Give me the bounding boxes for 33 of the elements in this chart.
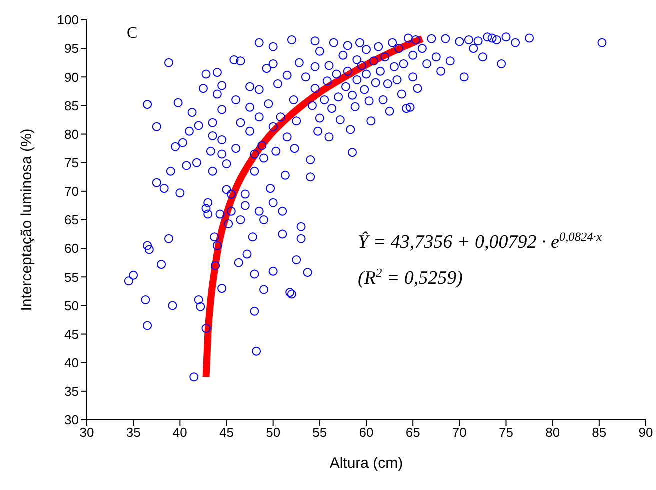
x-axis-title: Altura (cm) xyxy=(330,455,404,472)
x-tick-label: 30 xyxy=(80,425,94,440)
x-tick-label: 50 xyxy=(266,425,281,440)
y-tick-label: 40 xyxy=(64,355,79,370)
x-tick-label: 65 xyxy=(406,425,420,440)
x-tick-label: 60 xyxy=(359,425,374,440)
y-tick-label: 30 xyxy=(64,412,79,428)
y-axis-title: Interceptação luminosa (%) xyxy=(18,128,36,312)
y-tick-label: 70 xyxy=(64,184,79,200)
x-tick-label: 55 xyxy=(312,425,328,440)
annotation: C xyxy=(127,25,138,42)
x-tick-label: 40 xyxy=(172,425,188,440)
y-tick-label: 100 xyxy=(57,12,79,28)
y-tick-label: 75 xyxy=(64,155,79,170)
y-tick-label: 35 xyxy=(64,384,79,400)
y-tick-label: 60 xyxy=(64,241,79,256)
annotation: (R$^{2}$ = 0,5259) xyxy=(358,266,464,289)
y-tick-label: 50 xyxy=(64,298,79,314)
y-tick-label: 45 xyxy=(64,326,79,342)
x-tick-label: 90 xyxy=(638,425,654,440)
y-tick-label: 65 xyxy=(64,212,79,228)
x-tick-label: 80 xyxy=(546,425,560,440)
x-tick-label: 85 xyxy=(592,425,607,440)
y-tick-label: 85 xyxy=(64,98,79,114)
annotation: Ŷ = 43,7356 + 0,00792 · e$^{0,0824·x}$ xyxy=(358,230,602,253)
x-tick-label: 70 xyxy=(452,425,467,440)
y-tick-label: 55 xyxy=(64,270,79,285)
x-tick-label: 45 xyxy=(220,425,234,440)
x-tick-label: 75 xyxy=(499,425,514,440)
y-tick-label: 90 xyxy=(64,70,79,85)
x-tick-label: 35 xyxy=(126,425,141,440)
y-tick-label: 95 xyxy=(64,41,79,56)
y-tick-label: 80 xyxy=(64,126,79,142)
